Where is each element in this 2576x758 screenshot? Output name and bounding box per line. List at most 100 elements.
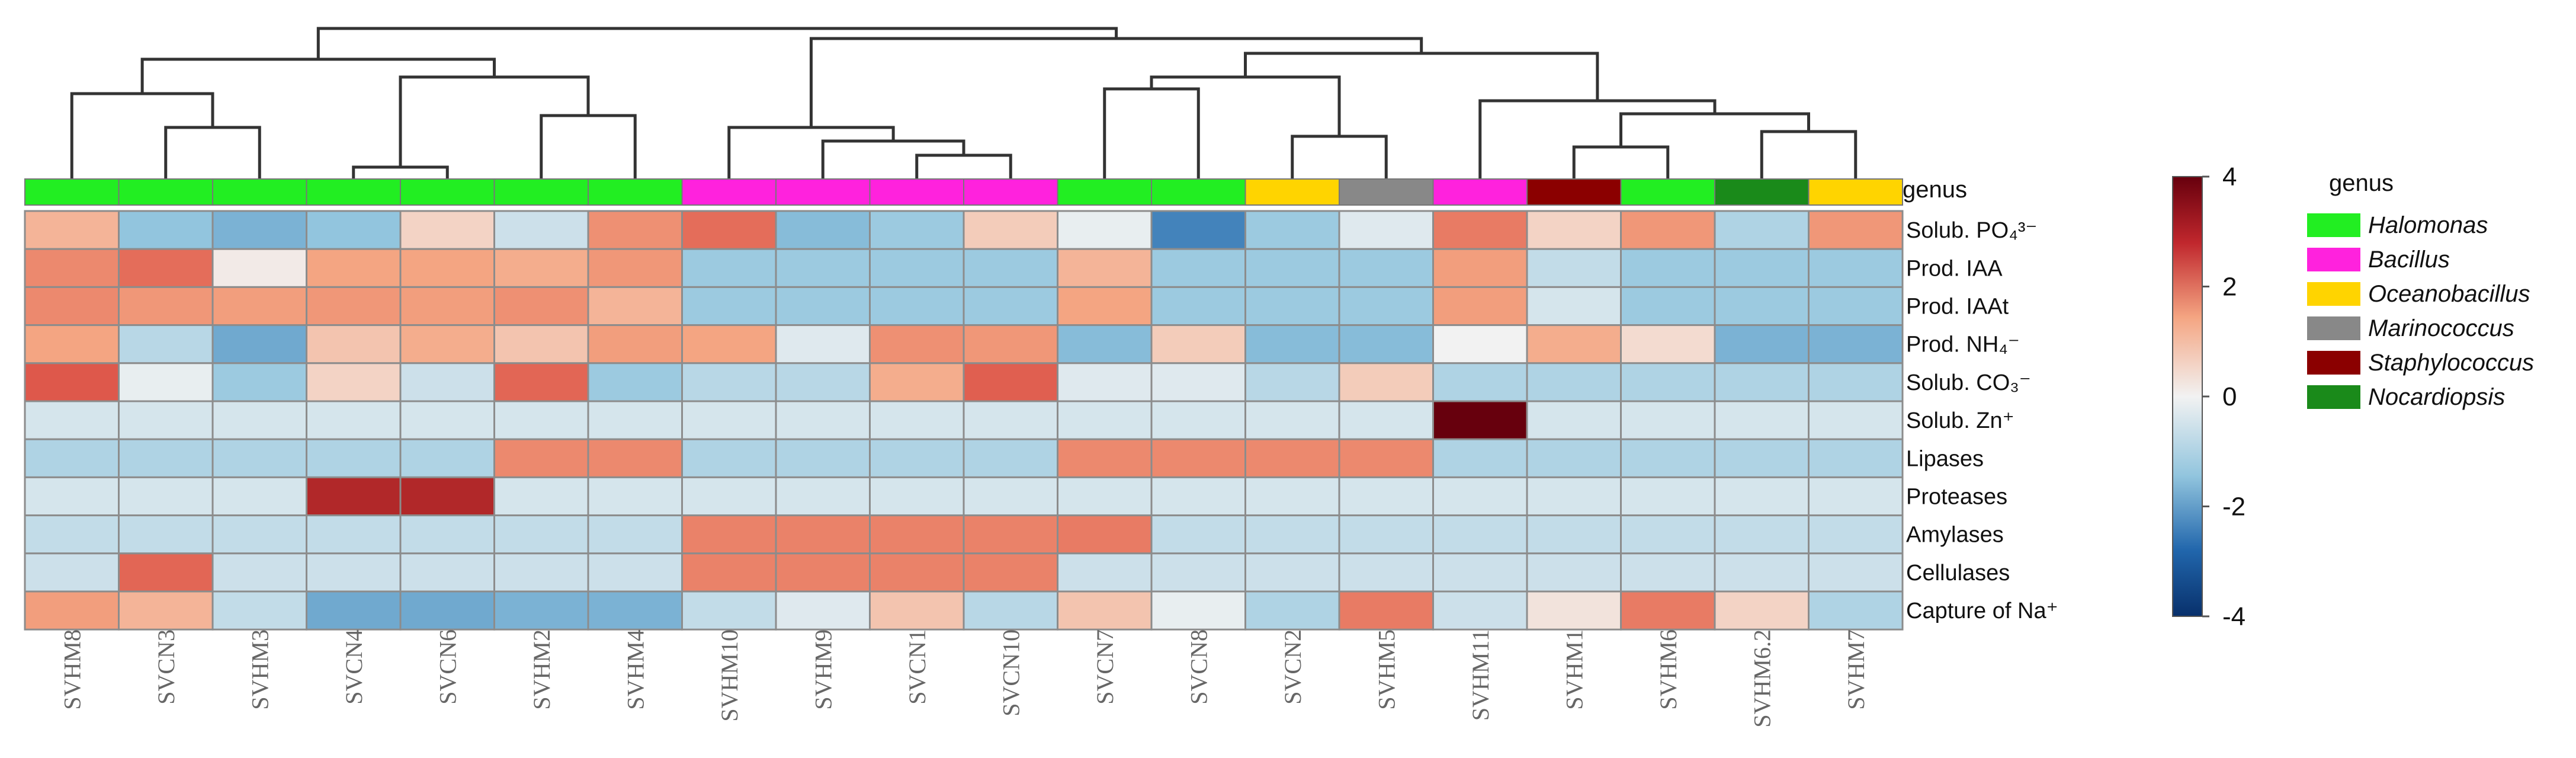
heatmap-cell: [775, 514, 871, 555]
row-label: Cellulases: [1906, 561, 2010, 586]
heatmap-cell: [399, 552, 495, 593]
heatmap-cell: [1432, 248, 1528, 288]
heatmap-cell: [493, 552, 589, 593]
column-label: SVHM8: [59, 629, 85, 710]
legend-title: genus: [2329, 170, 2394, 196]
column-label: SVHM3: [246, 629, 273, 710]
heatmap-cell: [1338, 438, 1434, 478]
heatmap-cell: [1057, 476, 1153, 517]
heatmap-cell: [1057, 438, 1153, 478]
heatmap-cell: [306, 210, 402, 250]
genus-bar-cell: [1620, 178, 1715, 206]
heatmap-cell: [306, 476, 402, 517]
row-label: Prod. IAA: [1906, 256, 2003, 281]
legend-swatch: [2307, 248, 2360, 271]
heatmap-cell: [211, 400, 307, 440]
heatmap-cell: [1432, 362, 1528, 402]
heatmap-cell: [24, 438, 120, 478]
heatmap-cell: [1620, 552, 1716, 593]
colorbar-tick-label: -2: [2222, 492, 2245, 522]
column-label: SVHM4: [622, 629, 649, 710]
heatmap-cell: [1057, 210, 1153, 250]
colorbar-tick-label: 0: [2222, 382, 2237, 411]
heatmap-cell: [869, 362, 965, 402]
heatmap-cell: [963, 552, 1058, 593]
heatmap-cell: [1526, 248, 1622, 288]
heatmap-cell: [306, 514, 402, 555]
heatmap-cell: [118, 324, 214, 364]
heatmap-cell: [399, 286, 495, 327]
genus-legend: Halomonas Bacillus Oceanobacillus Marinococ…: [2307, 212, 2534, 410]
heatmap-cell: [963, 248, 1058, 288]
genus-bar-cell: [212, 178, 307, 206]
heatmap-cell: [775, 400, 871, 440]
heatmap-cell: [775, 438, 871, 478]
dendrogram-link: [164, 126, 261, 179]
heatmap-cell: [1714, 248, 1810, 288]
column-label: SVHM2: [528, 629, 555, 710]
heatmap-cell: [681, 476, 777, 517]
heatmap-cell: [1057, 590, 1153, 631]
heatmap-cell: [1714, 400, 1810, 440]
heatmap-cell: [1808, 476, 1904, 517]
heatmap-cell: [24, 248, 120, 288]
row-label: Prod. IAAt: [1906, 295, 2009, 319]
heatmap-cell: [1432, 286, 1528, 327]
column-label: SVCN3: [153, 629, 179, 705]
heatmap-cell: [1244, 248, 1340, 288]
heatmap-cell: [211, 324, 307, 364]
heatmap-cell: [1150, 248, 1246, 288]
heatmap-cell: [1808, 210, 1904, 250]
heatmap-cell: [1432, 210, 1528, 250]
heatmap-cell: [869, 590, 965, 631]
dendrogram-link: [399, 75, 590, 167]
heatmap-cell: [1526, 514, 1622, 555]
heatmap-cell: [1244, 552, 1340, 593]
heatmap-cell: [1714, 438, 1810, 478]
heatmap-cell: [587, 286, 683, 327]
genus-bar-cell: [1432, 178, 1528, 206]
heatmap-cell: [775, 210, 871, 250]
heatmap-cell: [1338, 248, 1434, 288]
heatmap-cell: [587, 362, 683, 402]
heatmap-cell: [493, 248, 589, 288]
dendrogram-link: [1291, 135, 1388, 179]
heatmap-cell: [399, 210, 495, 250]
heatmap-cell: [1150, 514, 1246, 555]
heatmap-cell: [1526, 476, 1622, 517]
heatmap-cell: [118, 552, 214, 593]
heatmap-cell: [1620, 514, 1716, 555]
heatmap-cell: [1244, 286, 1340, 327]
column-label: SVCN6: [434, 629, 461, 705]
dendrogram-link: [821, 139, 965, 179]
heatmap-cell: [399, 438, 495, 478]
heatmap-cell: [493, 438, 589, 478]
heatmap-cell: [1714, 362, 1810, 402]
heatmap-cell: [211, 362, 307, 402]
heatmap-cell: [118, 590, 214, 631]
colorbar-tick-label: 2: [2222, 273, 2237, 302]
colorbar-ticks: 4 2 0 -2 -4: [2202, 162, 2245, 631]
heatmap-cell: [775, 248, 871, 288]
heatmap-cell: [1150, 324, 1246, 364]
heatmap-cell: [118, 286, 214, 327]
row-label: Amylases: [1906, 523, 2004, 548]
genus-bar-cell: [1526, 178, 1622, 206]
heatmap-cell: [211, 514, 307, 555]
heatmap-cell: [1808, 248, 1904, 288]
genus-bar-cell: [1057, 178, 1152, 206]
heatmap-cell: [24, 514, 120, 555]
genus-bar-cell: [1714, 178, 1810, 206]
heatmap-cell: [1526, 400, 1622, 440]
heatmap-cell: [1714, 552, 1810, 593]
legend-label: Nocardiopsis: [2368, 384, 2505, 410]
heatmap-cell: [1150, 362, 1246, 402]
heatmap-cell: [1620, 362, 1716, 402]
heatmap-cell: [1338, 552, 1434, 593]
heatmap-cell: [1244, 324, 1340, 364]
genus-bar-cell: [1339, 178, 1434, 206]
heatmap-cell: [1714, 286, 1810, 327]
column-label: SVHM7: [1843, 629, 1869, 710]
heatmap-cell: [1432, 476, 1528, 517]
heatmap-cell: [493, 514, 589, 555]
